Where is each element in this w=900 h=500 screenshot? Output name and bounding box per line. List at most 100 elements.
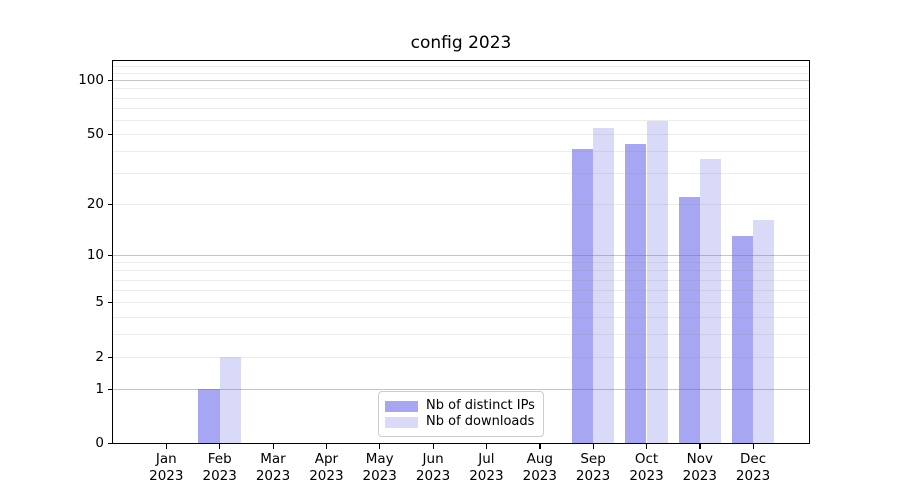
x-tick-mark-may	[379, 444, 381, 449]
y-gridline-20	[113, 203, 809, 205]
x-tick-mark-nov	[699, 444, 701, 449]
y-tick-label-50: 50	[86, 125, 104, 142]
x-tick-label-jan: Jan 2023	[134, 451, 198, 484]
y-tick-mark-5	[108, 302, 112, 304]
x-tick-label-nov: Nov 2023	[668, 451, 732, 484]
x-tick-label-month: Feb	[207, 451, 232, 467]
x-tick-label-month: Jul	[478, 451, 495, 467]
x-tick-mark-oct	[646, 444, 648, 449]
bar-distinct-ips-sep	[571, 149, 594, 443]
chart-title: config 2023	[410, 33, 512, 53]
y-gridline-4	[113, 316, 809, 318]
y-gridline-8	[113, 270, 809, 272]
x-tick-label-mar: Mar 2023	[241, 451, 305, 484]
legend: Nb of distinct IPs Nb of downloads	[378, 391, 544, 437]
x-tick-label-year: 2023	[682, 467, 717, 484]
x-tick-label-aug: Aug 2023	[508, 451, 572, 484]
y-tick-label-5: 5	[95, 294, 104, 311]
y-gridline-110	[113, 72, 809, 74]
legend-swatch-downloads	[385, 416, 418, 428]
y-gridline-40	[113, 151, 809, 153]
x-tick-label-year: 2023	[309, 467, 344, 484]
y-tick-mark-1	[108, 388, 112, 390]
x-tick-mark-jan	[165, 444, 168, 449]
bar-downloads-feb	[219, 356, 241, 443]
bars-layer	[113, 61, 809, 443]
x-tick-label-month: Nov	[686, 451, 713, 467]
x-tick-label-month: Sep	[580, 451, 606, 467]
y-gridline-7	[113, 279, 809, 281]
bar-distinct-ips-oct	[625, 143, 647, 443]
y-gridline-2	[113, 356, 809, 358]
x-tick-mark-sep	[592, 444, 594, 449]
x-tick-label-year: 2023	[735, 467, 771, 484]
y-tick-mark-50	[108, 133, 112, 136]
x-tick-label-month: May	[365, 451, 394, 467]
x-tick-mark-dec	[752, 444, 754, 449]
x-tick-label-oct: Oct 2023	[615, 451, 679, 484]
x-tick-label-jun: Jun 2023	[401, 451, 465, 484]
bar-downloads-nov	[699, 159, 722, 443]
y-gridline-50	[113, 133, 809, 135]
legend-label-downloads: Nb of downloads	[426, 414, 535, 429]
x-tick-mark-feb	[219, 444, 221, 449]
legend-item-distinct-ips: Nb of distinct IPs	[385, 398, 535, 414]
x-tick-label-month: Jan	[155, 451, 177, 467]
bar-distinct-ips-nov	[678, 196, 700, 443]
y-tick-mark-100	[108, 80, 112, 82]
y-tick-mark-20	[108, 203, 112, 205]
x-tick-label-month: Dec	[740, 451, 767, 467]
y-gridline-80	[113, 97, 809, 99]
x-tick-label-month: Oct	[634, 451, 659, 467]
x-tick-label-jul: Jul 2023	[454, 451, 518, 484]
legend-label-distinct-ips: Nb of distinct IPs	[426, 398, 535, 413]
x-tick-label-year: 2023	[629, 467, 664, 484]
x-tick-label-month: Aug	[526, 451, 553, 467]
y-tick-label-10: 10	[86, 246, 104, 263]
x-tick-mark-mar	[272, 444, 274, 449]
y-gridline-90	[113, 88, 809, 90]
y-gridline-70	[113, 107, 809, 109]
x-tick-label-may: May 2023	[348, 451, 412, 484]
bar-downloads-dec	[753, 220, 775, 443]
y-tick-label-100: 100	[78, 72, 104, 89]
y-gridline-10	[113, 254, 809, 256]
y-tick-label-1: 1	[95, 380, 104, 397]
y-tick-mark-2	[108, 356, 112, 358]
y-gridline-120	[113, 66, 809, 67]
bar-distinct-ips-feb	[198, 388, 220, 443]
x-tick-mark-jun	[432, 444, 434, 449]
grid-layer	[113, 61, 809, 443]
y-gridline-100	[113, 80, 809, 82]
legend-swatch-distinct-ips	[385, 400, 418, 412]
bar-downloads-oct	[646, 121, 668, 443]
y-gridline-9	[113, 262, 809, 263]
x-tick-label-year: 2023	[469, 467, 504, 484]
x-tick-label-year: 2023	[415, 467, 451, 484]
y-tick-label-2: 2	[95, 348, 104, 365]
y-gridline-60	[113, 119, 809, 121]
bar-distinct-ips-dec	[731, 235, 754, 443]
y-tick-label-0: 0	[95, 435, 104, 451]
y-gridline-6	[113, 290, 809, 291]
x-tick-mark-aug	[539, 444, 541, 449]
x-tick-label-sep: Sep 2023	[561, 451, 625, 484]
y-tick-label-20: 20	[86, 195, 104, 212]
x-tick-label-year: 2023	[255, 467, 291, 484]
plot-area	[112, 60, 810, 444]
x-tick-label-feb: Feb 2023	[188, 451, 252, 484]
x-tick-label-month: Apr	[314, 451, 339, 467]
x-tick-label-apr: Apr 2023	[294, 451, 358, 484]
x-tick-label-year: 2023	[575, 467, 611, 484]
y-tick-mark-10	[108, 254, 112, 256]
x-tick-label-year: 2023	[202, 467, 237, 484]
x-tick-label-year: 2023	[149, 467, 184, 484]
y-tick-mark-0	[108, 443, 112, 445]
y-gridline-5	[113, 302, 809, 304]
x-tick-label-dec: Dec 2023	[721, 451, 785, 484]
x-tick-label-year: 2023	[362, 467, 397, 484]
y-gridline-30	[113, 173, 809, 175]
x-tick-label-month: Mar	[260, 451, 286, 467]
y-gridline-3	[113, 334, 809, 335]
